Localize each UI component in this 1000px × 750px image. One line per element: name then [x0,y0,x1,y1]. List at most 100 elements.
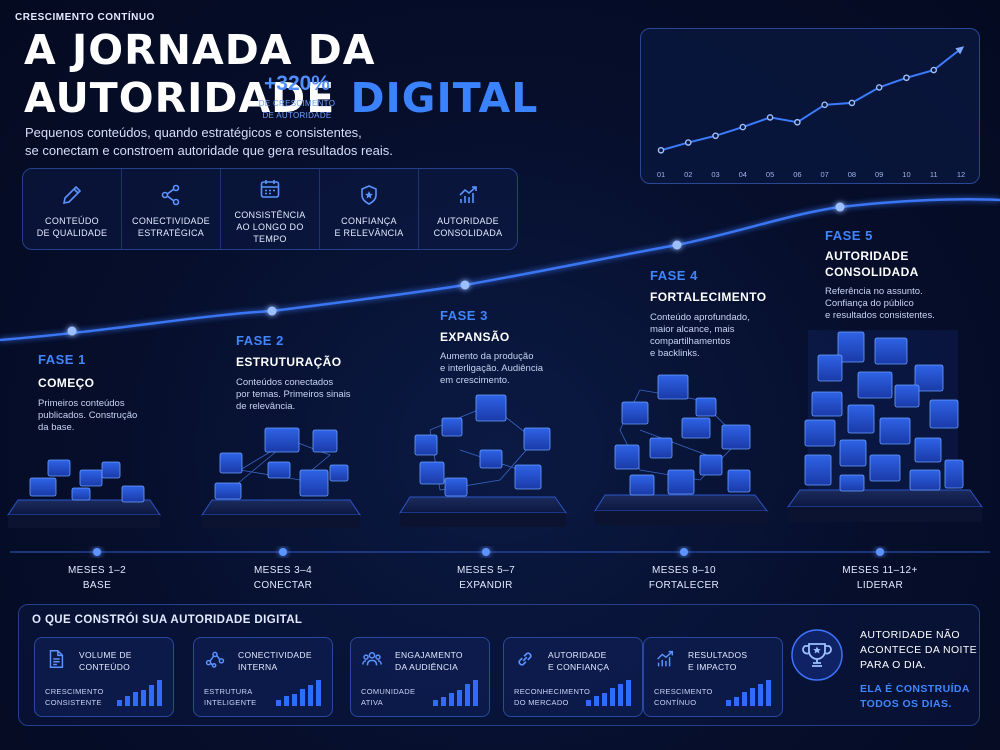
mini-bars-icon [433,680,478,706]
x-tick-label: 10 [902,170,910,179]
milestone-dot-2 [267,306,277,316]
data-point-07 [821,101,828,109]
phase-4-title: FASE 4 [650,268,698,283]
growth-description: DE CRESCIMENTO DE AUTORIDADE [258,99,336,120]
milestone-dot-1 [67,326,77,336]
data-point-11 [930,66,938,74]
pillar-authority: AUTORIDADE CONSOLIDADA [419,169,517,249]
x-tick-label: 06 [793,170,801,179]
shield-star-icon [361,185,377,205]
document-icon [49,650,64,668]
phase-3-desc: Aumento da produção e interligação. Audiê… [440,351,543,386]
phase-3-name: EXPANSÃO [440,330,510,344]
title-main-word: AUTORIDADE [24,74,336,122]
x-tick-label: 12 [957,170,965,179]
platform-3 [399,394,567,527]
phase-4: FASE 4 FORTALECIMENTO Conteúdo aprofunda… [650,268,810,360]
phase-1: FASE 1 COMEÇO Primeiros conteúdos publica… [38,352,198,434]
factor-card-trust: AUTORIDADE E CONFIANÇA RECONHECIMENTO DO M… [503,637,643,717]
link-icon [518,652,532,666]
phase-1-name: COMEÇO [38,376,95,390]
x-tick-label: 05 [766,170,774,179]
factor-card-connectivity: CONECTIVIDADE INTERNA ESTRUTURA INTELIGENT… [193,637,333,717]
milestone-dot-3 [460,280,470,290]
x-tick-label: 03 [711,170,719,179]
pencil-icon [62,185,82,205]
people-icon [362,652,382,666]
growth-percent: +320% [264,72,330,95]
data-point-08 [848,99,856,107]
mini-bars-icon [726,680,771,706]
authority-factors-title: O QUE CONSTRÓI SUA AUTORIDADE DIGITAL [32,614,303,626]
journey-milestones [67,202,845,336]
subtitle-line-2: se conectam e constroem autoridade que g… [25,143,393,158]
growth-chart-icon [459,186,477,203]
data-point-10 [903,74,910,82]
timeline-item-1: MESES 1–2 BASE [67,565,127,591]
phase-5-name: AUTORIDADE CONSOLIDADA [825,249,919,279]
phase-5-title: FASE 5 [825,228,873,243]
phase-1-title: FASE 1 [38,352,86,367]
data-point-09 [875,84,883,91]
journey-curve [0,198,1000,342]
data-point-01 [657,146,665,154]
data-point-02 [684,139,692,146]
trophy-icon [791,629,843,681]
network-icon [161,184,180,206]
pillar-trust: CONFIANÇA E RELEVÂNCIA [320,169,419,249]
milestone-dot-5 [835,202,845,212]
phase-5-desc: Referência no assunto. Confiança do públi… [825,286,935,321]
phase-2-desc: Conteúdos conectados por temas. Primeiros… [236,377,351,412]
factor-card-volume: VOLUME DE CONTEÚDO CRESCIMENTO CONSISTENTE [34,637,174,717]
subtitle: Pequenos conteúdos, quando estratégicos … [25,124,405,160]
phase-4-name: FORTALECIMENTO [650,290,767,304]
growth-chart: 01 02 03 04 05 06 07 08 09 10 11 12 [657,46,965,179]
phase-5: FASE 5 AUTORIDADE CONSOLIDADA Referência … [825,228,985,322]
mini-bars-icon [117,680,162,706]
x-tick-label: 01 [657,170,665,179]
data-point-06 [794,118,801,126]
mini-bars-icon [586,680,631,706]
timeline-item-5: MESES 11–12+ LIDERAR [842,565,918,591]
phase-2-name: ESTRUTURAÇÃO [236,355,342,369]
title-line-2: AUTORIDADE DIGITAL [24,74,584,122]
phase-3-title: FASE 3 [440,308,488,323]
pillar-quality: CONTEÚDO DE QUALIDADE [23,169,122,249]
pillar-consistency: CONSISTÊNCIA AO LONGO DO TEMPO [221,169,320,249]
x-tick-label: 02 [684,170,692,179]
quote-statement: AUTORIDADE NÃO ACONTECE DA NOITE PARA O DI… [860,629,978,671]
mini-bars-icon [276,680,321,706]
calendar-icon [260,180,280,198]
x-tick-label: 08 [848,170,856,179]
growth-chart-title: CRESCIMENTO CONTÍNUO [15,12,155,23]
platform-1 [7,459,161,528]
phase-1-desc: Primeiros conteúdos publicados. Construçã… [38,398,138,433]
milestone-dot-4 [672,240,682,250]
data-point-05 [766,114,774,121]
x-tick-label: 04 [739,170,747,179]
growth-chart-panel [640,28,980,184]
platform-2 [201,427,361,528]
pillar-connectivity: CONECTIVIDADE ESTRATÉGICA [122,169,221,249]
platform-4 [594,374,768,525]
platform-5 [787,330,983,522]
subtitle-line-1: Pequenos conteúdos, quando estratégicos … [25,125,362,140]
series-line [660,47,962,152]
phase-3: FASE 3 EXPANSÃO Aumento da produção e int… [440,308,610,387]
phase-2-title: FASE 2 [236,333,284,348]
phase-2: FASE 2 ESTRUTURAÇÃO Conteúdos conectados… [236,333,406,413]
timeline-item-3: MESES 5–7 EXPANDIR [456,565,516,591]
page-title: A JORNADA DA AUTORIDADE DIGITAL [24,26,584,122]
series-arrowhead [955,46,965,55]
pillars-panel: CONTEÚDO DE QUALIDADE CONECTIVIDADE ESTRAT… [22,168,518,250]
title-line-1: A JORNADA DA [24,26,376,74]
timeline-dots [93,548,884,556]
x-tick-label: 07 [820,170,828,179]
title-accent-word: DIGITAL [350,74,539,122]
timeline-item-4: MESES 8–10 FORTALECER [648,565,720,591]
timeline-item-2: MESES 3–4 CONECTAR [253,565,313,591]
factor-card-results: RESULTADOS E IMPACTO CRESCIMENTO CONTÍNUO [643,637,783,717]
phase-4-desc: Conteúdo aprofundado, maior alcance, mais… [650,312,750,359]
x-tick-label: 09 [875,170,883,179]
